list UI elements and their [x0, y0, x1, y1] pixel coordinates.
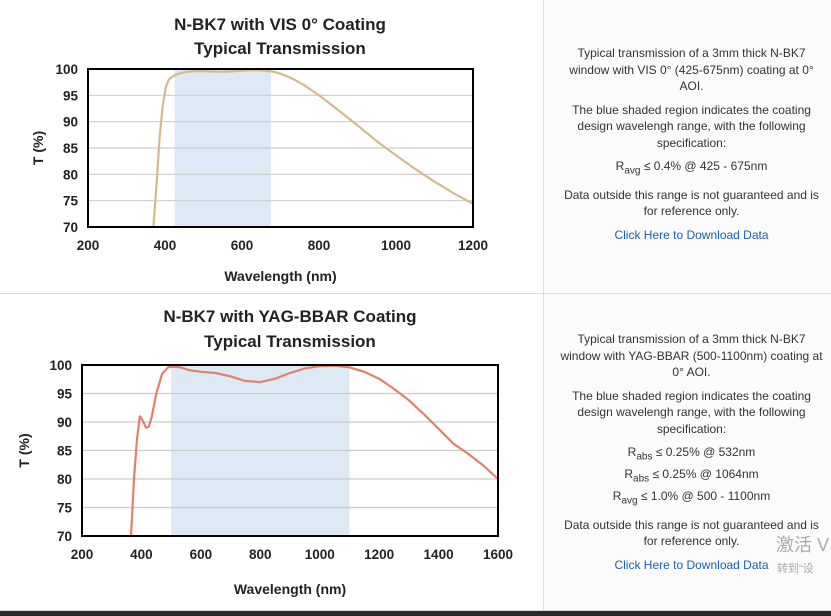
y-tick-label: 80 — [57, 472, 72, 487]
disclaimer-text: Data outside this range is not guarantee… — [564, 517, 819, 549]
spec-subscript: abs — [636, 451, 653, 463]
chart-title: N-BK7 with VIS 0° Coating — [174, 15, 386, 34]
y-tick-label: 75 — [63, 194, 79, 209]
y-tick-label: 70 — [57, 529, 72, 544]
chart-yag-bbar-coating: 70 75 80 85 90 95 100 200 400 600 800 1000 1200 1400 1… — [16, 307, 513, 597]
x-tick-label: 800 — [308, 238, 331, 253]
plot-frame — [81, 364, 499, 537]
transmission-curve — [152, 68, 474, 228]
x-tick-label: 800 — [249, 547, 272, 562]
y-tick-label: 70 — [63, 220, 78, 235]
bottom-bar — [0, 611, 831, 616]
x-tick-label: 600 — [231, 238, 254, 253]
x-tick-label: 1000 — [305, 547, 335, 562]
download-data-link[interactable]: Click Here to Download Data — [614, 227, 769, 242]
spec-text: ≤ 0.25% @ 1064nm — [652, 466, 759, 481]
spec-subscript: avg — [621, 495, 638, 507]
chart-cell-2: 70 75 80 85 90 95 100 200 400 600 800 1000 1200 1400 1… — [0, 294, 542, 610]
x-axis-label: Wavelength (nm) — [224, 268, 336, 284]
shading-note: The blue shaded region indicates the coa… — [572, 102, 811, 150]
y-tick-label: 85 — [57, 444, 73, 459]
y-tick-label: 80 — [63, 167, 78, 182]
y-tick-label: 75 — [57, 501, 73, 516]
activation-watermark-subtext: 转到“设 — [777, 563, 814, 575]
spec-subscript: avg — [624, 165, 641, 177]
y-tick-label: 90 — [63, 115, 78, 130]
y-tick-label: 95 — [57, 387, 73, 402]
x-tick-label: 1400 — [424, 547, 454, 562]
description-text: Typical transmission of a 3mm thick N-BK… — [560, 332, 823, 379]
spec-symbol: R — [627, 445, 637, 459]
chart-row-2: 70 75 80 85 90 95 100 200 400 600 800 1000 1200 1400 1… — [0, 294, 831, 611]
transmission-curve — [129, 364, 499, 537]
x-axis-label: Wavelength (nm) — [234, 581, 346, 597]
x-tick-label: 1600 — [483, 547, 513, 562]
description-cell-2: Typical transmission of a 3mm thick N-BK… — [543, 294, 831, 610]
chart-row-1: 70 75 80 85 90 95 100 200 400 600 800 1000 1200 N-BK7… — [0, 0, 831, 294]
y-tick-label: 85 — [63, 141, 79, 156]
spec-text: ≤ 0.25% @ 532nm — [655, 445, 756, 459]
shading-note: The blue shaded region indicates the coa… — [572, 388, 811, 436]
activation-watermark: 激活 V — [776, 535, 830, 555]
spec-text: ≤ 0.4% @ 425 - 675nm — [643, 159, 768, 173]
y-tick-label: 90 — [57, 415, 72, 430]
y-axis-label: T (%) — [16, 433, 32, 467]
spec-list: Ravg ≤ 0.4% @ 425 - 675nm — [556, 158, 827, 180]
spec-subscript: abs — [633, 473, 650, 485]
spec-line: Ravg ≤ 1.0% @ 500 - 1100nm — [556, 488, 827, 510]
y-tick-label: 100 — [55, 62, 78, 77]
spec-symbol: R — [615, 159, 625, 173]
x-tick-label: 600 — [190, 547, 213, 562]
x-tick-label: 200 — [71, 547, 94, 562]
chart-subtitle: Typical Transmission — [194, 39, 366, 58]
y-tick-label: 95 — [63, 88, 79, 103]
x-tick-label: 200 — [77, 238, 100, 253]
spec-text: ≤ 1.0% @ 500 - 1100nm — [640, 488, 771, 503]
spec-line: Rabs ≤ 0.25% @ 1064nm — [556, 466, 827, 488]
spec-symbol: R — [612, 488, 622, 503]
chart-subtitle: Typical Transmission — [204, 332, 376, 351]
download-data-link[interactable]: Click Here to Download Data — [614, 557, 769, 572]
spec-line: Rabs ≤ 0.25% @ 532nm — [556, 444, 827, 466]
description-text: Typical transmission of a 3mm thick N-BK… — [569, 46, 814, 93]
chart-vis-coating: 70 75 80 85 90 95 100 200 400 600 800 1000 1200 N-BK7… — [30, 15, 488, 284]
x-tick-label: 1200 — [364, 547, 394, 562]
x-tick-label: 1000 — [381, 238, 411, 253]
x-tick-label: 400 — [154, 238, 177, 253]
x-tick-label: 400 — [130, 547, 153, 562]
spec-symbol: R — [624, 466, 634, 481]
plot-frame — [87, 68, 474, 228]
description-cell-1: Typical transmission of a 3mm thick N-BK… — [543, 0, 831, 293]
disclaimer-text: Data outside this range is not guarantee… — [564, 187, 819, 219]
spec-list: Rabs ≤ 0.25% @ 532nm Rabs ≤ 0.25% @ 1064… — [556, 444, 827, 510]
y-axis-label: T (%) — [30, 131, 46, 165]
chart-cell-1: 70 75 80 85 90 95 100 200 400 600 800 1000 1200 N-BK7… — [0, 0, 542, 293]
x-tick-label: 1200 — [458, 238, 488, 253]
y-tick-label: 100 — [49, 358, 72, 373]
spec-line: Ravg ≤ 0.4% @ 425 - 675nm — [556, 158, 827, 180]
chart-title: N-BK7 with YAG-BBAR Coating — [163, 307, 416, 326]
